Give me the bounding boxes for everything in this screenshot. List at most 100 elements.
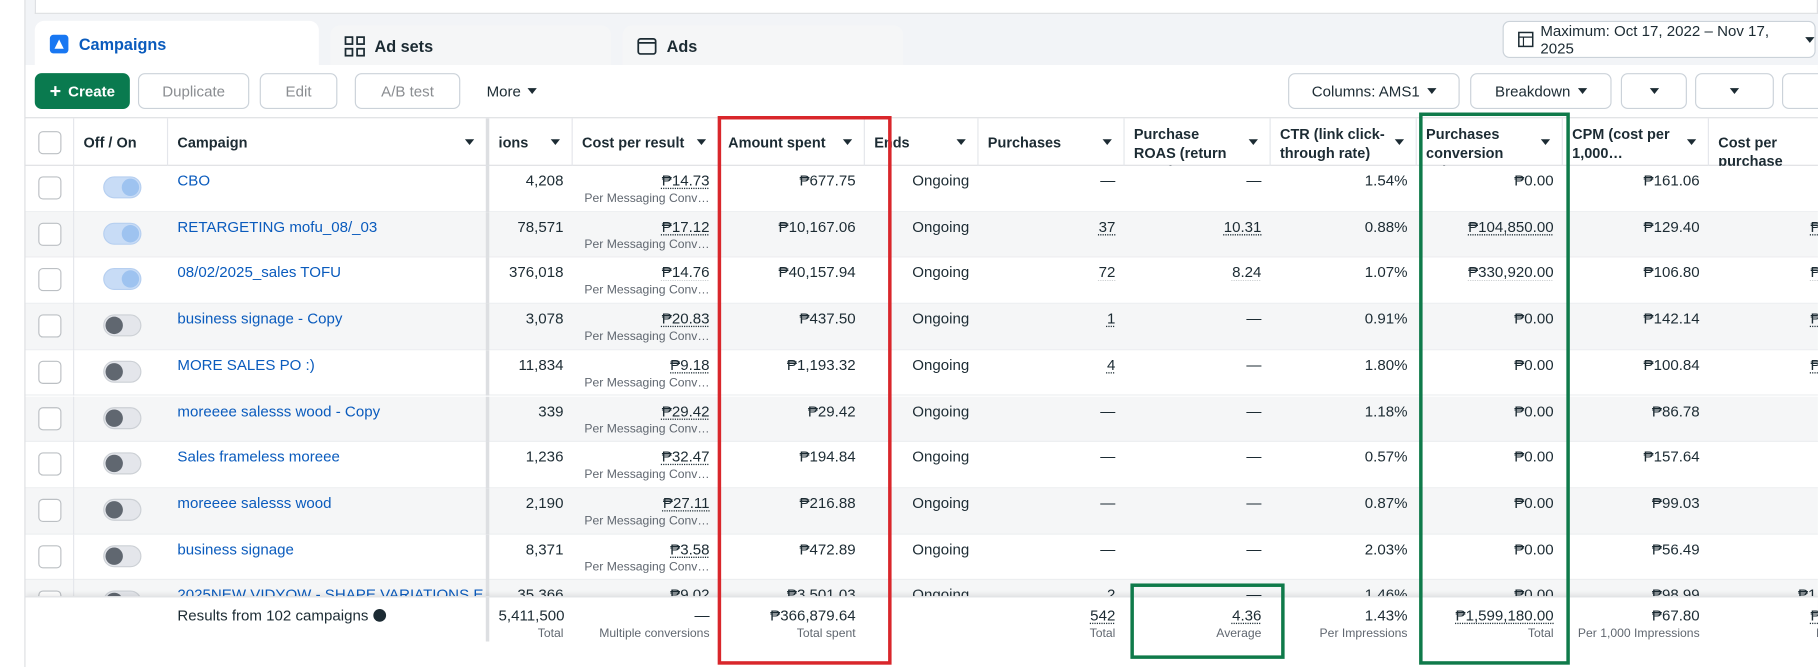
status-toggle[interactable] [103, 360, 142, 383]
row-checkbox[interactable] [38, 406, 62, 430]
campaign-name[interactable]: moreeee salesss wood [177, 494, 332, 512]
row-checkbox[interactable] [38, 131, 62, 155]
status-toggle[interactable] [103, 314, 142, 337]
create-button[interactable]: + Create [34, 73, 130, 110]
cell-amount-spent: ₱437.50 [799, 309, 856, 328]
cell-cost-per-result[interactable]: ₱32.47 [661, 447, 710, 466]
column-header[interactable]: Purchases conversion value [1417, 118, 1563, 166]
row-checkbox[interactable] [38, 176, 62, 200]
info-icon[interactable] [373, 609, 386, 622]
cell-cost-per-purchase[interactable]: ₱557 [1709, 264, 1818, 281]
cell-conversion-value[interactable]: ₱104,850.00 [1468, 217, 1554, 236]
status-toggle[interactable] [103, 544, 142, 567]
row-checkbox[interactable] [38, 222, 62, 246]
sort-caret[interactable] [1686, 139, 1697, 145]
cell-roas: — [1246, 447, 1262, 466]
status-toggle[interactable] [103, 176, 142, 199]
cell-cost-per-result[interactable]: ₱9.02 [670, 586, 710, 597]
column-header[interactable]: CPM (cost per 1,000… [1563, 118, 1709, 166]
reports-button[interactable] [1620, 73, 1687, 110]
cell-purchases[interactable]: 37 [1098, 217, 1116, 236]
row-checkbox[interactable] [38, 314, 62, 338]
cell-purchases[interactable]: 1 [1106, 309, 1116, 328]
campaign-name[interactable]: Sales frameless moreee [177, 447, 340, 466]
duplicate-button[interactable]: Duplicate [137, 73, 250, 110]
export-button[interactable] [1695, 73, 1774, 110]
search-bar[interactable] [34, 0, 1818, 14]
column-header[interactable]: ions [489, 118, 573, 166]
cell-cost-per-result[interactable]: ₱3.58 [670, 540, 710, 558]
cell-cost-per-result[interactable]: ₱29.42 [661, 401, 710, 420]
status-toggle[interactable] [103, 406, 142, 429]
sort-caret[interactable] [1248, 139, 1258, 145]
breakdown-button[interactable]: Breakdown [1470, 73, 1612, 110]
cell-purchases[interactable]: 4 [1106, 355, 1116, 374]
status-toggle[interactable] [103, 268, 142, 291]
sort-caret[interactable] [696, 139, 707, 145]
cell-cost-per-purchase[interactable]: ₱298 [1709, 356, 1818, 373]
campaign-name[interactable]: moreeee salesss wood - Copy [177, 401, 381, 420]
campaign-name[interactable]: business signage - Copy [177, 309, 343, 328]
checkbox-cell [26, 488, 75, 535]
edit-button[interactable]: Edit [259, 73, 338, 110]
more-button[interactable]: More [473, 73, 551, 110]
column-header[interactable]: Purchase ROAS (return on ad… [1125, 118, 1271, 166]
cell-cost-per-result[interactable]: ₱20.83 [661, 309, 710, 328]
sort-caret[interactable] [1102, 139, 1112, 145]
cell-cost-per-result[interactable]: ₱9.18 [670, 355, 710, 374]
cell-cost-per-result[interactable]: ₱27.11 [662, 494, 710, 512]
tab-campaigns[interactable]: Campaigns [34, 20, 319, 68]
sort-caret[interactable] [842, 139, 853, 145]
ab-test-button[interactable]: A/B test [354, 73, 461, 110]
campaign-name[interactable]: 08/02/2025_sales TOFU [177, 263, 342, 282]
column-header[interactable]: Purchases [979, 118, 1125, 166]
campaign-name[interactable]: MORE SALES PO :) [177, 355, 315, 374]
cell-cost-per-result[interactable]: ₱14.73 [661, 171, 710, 190]
row-checkbox[interactable] [38, 360, 62, 384]
row-checkbox[interactable] [38, 544, 62, 568]
status-toggle[interactable] [103, 222, 142, 245]
cell-ends: Ongoing [912, 494, 970, 512]
cell-cost-per-result[interactable]: ₱14.76 [661, 263, 710, 282]
cell-cost-per-result[interactable]: ₱17.12 [661, 217, 710, 236]
cell-purchases[interactable]: 2 [1106, 586, 1116, 597]
sort-caret[interactable] [1540, 139, 1551, 145]
cell-conversion-value[interactable]: ₱330,920.00 [1468, 263, 1554, 282]
column-header[interactable]: Cost per result [573, 118, 719, 166]
campaign-name[interactable]: 2025NEW VIDYOW - SHAPE VARIATIONS E [177, 586, 484, 597]
row-checkbox[interactable] [38, 590, 62, 597]
status-toggle[interactable] [103, 452, 142, 475]
columns-button[interactable]: Columns: AMS1 [1288, 73, 1460, 110]
campaign-name[interactable]: business signage [177, 540, 294, 558]
cell-cost-per-purchase[interactable]: ₱1,750 [1797, 586, 1818, 597]
cell-cost-per-purchase[interactable]: ₱437 [1709, 310, 1818, 327]
sort-caret[interactable] [550, 139, 560, 145]
sort-caret[interactable] [464, 139, 475, 145]
row-checkbox[interactable] [38, 268, 62, 292]
column-header[interactable]: Amount spent [719, 118, 865, 166]
charts-button[interactable] [1781, 73, 1818, 110]
cell-roas[interactable]: 8.24 [1232, 263, 1262, 282]
cell-purchases[interactable]: 72 [1098, 263, 1116, 282]
cell-results: 8,371 [525, 540, 564, 558]
column-header[interactable]: Off / On [74, 118, 169, 166]
row-checkbox[interactable] [38, 452, 62, 476]
campaigns-icon [49, 34, 69, 54]
tab-ads[interactable]: Ads [622, 25, 904, 68]
sort-caret[interactable] [1394, 139, 1405, 145]
cell-cost-per-purchase[interactable]: ₱274 [1709, 218, 1818, 235]
column-header[interactable]: CTR (link click-through rate) [1271, 118, 1417, 166]
status-toggle[interactable] [103, 498, 142, 521]
date-picker[interactable]: Maximum: Oct 17, 2022 – Nov 17, 2025 [1502, 20, 1816, 59]
sort-caret[interactable] [956, 139, 966, 145]
column-header[interactable]: Ends [865, 118, 979, 166]
campaign-name[interactable]: RETARGETING mofu_08/_03 [177, 217, 378, 236]
column-header[interactable]: Campaign [168, 118, 490, 166]
cell-ctr: 1.54% [1364, 171, 1408, 190]
campaign-name[interactable]: CBO [177, 171, 211, 190]
column-header[interactable]: Cost per purchase [1709, 118, 1818, 166]
row-checkbox[interactable] [38, 498, 62, 522]
tab-ad-sets[interactable]: Ad sets [330, 25, 612, 68]
cell-roas[interactable]: 10.31 [1223, 217, 1262, 236]
button-label: Breakdown [1495, 82, 1571, 100]
